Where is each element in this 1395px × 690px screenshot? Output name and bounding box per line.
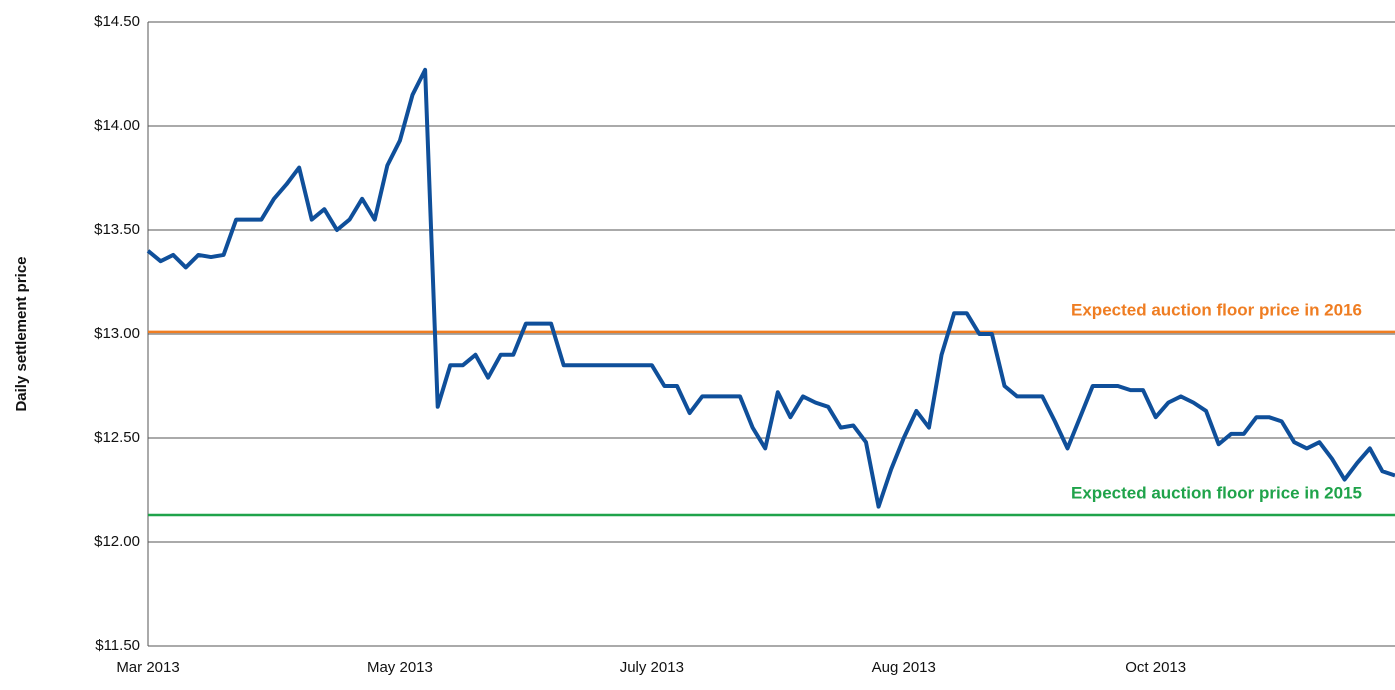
x-tick-label: Oct 2013: [1125, 659, 1186, 676]
reference-label: Expected auction floor price in 2015: [1071, 483, 1362, 502]
y-tick-label: $11.50: [95, 637, 140, 654]
reference-label: Expected auction floor price in 2016: [1071, 300, 1362, 319]
y-axis-label: Daily settlement price: [13, 256, 30, 411]
y-tick-label: $14.00: [94, 117, 140, 134]
y-tick-label: $13.50: [94, 221, 140, 238]
x-tick-label: Aug 2013: [872, 659, 936, 676]
y-tick-label: $14.50: [94, 13, 140, 30]
x-tick-label: May 2013: [367, 659, 433, 676]
y-tick-label: $13.00: [94, 325, 140, 342]
price-line: [146, 67, 1395, 509]
y-tick-label: $12.00: [94, 533, 140, 550]
x-tick-label: Mar 2013: [116, 659, 179, 676]
x-tick-label: July 2013: [620, 659, 684, 676]
y-tick-label: $12.50: [94, 429, 140, 446]
